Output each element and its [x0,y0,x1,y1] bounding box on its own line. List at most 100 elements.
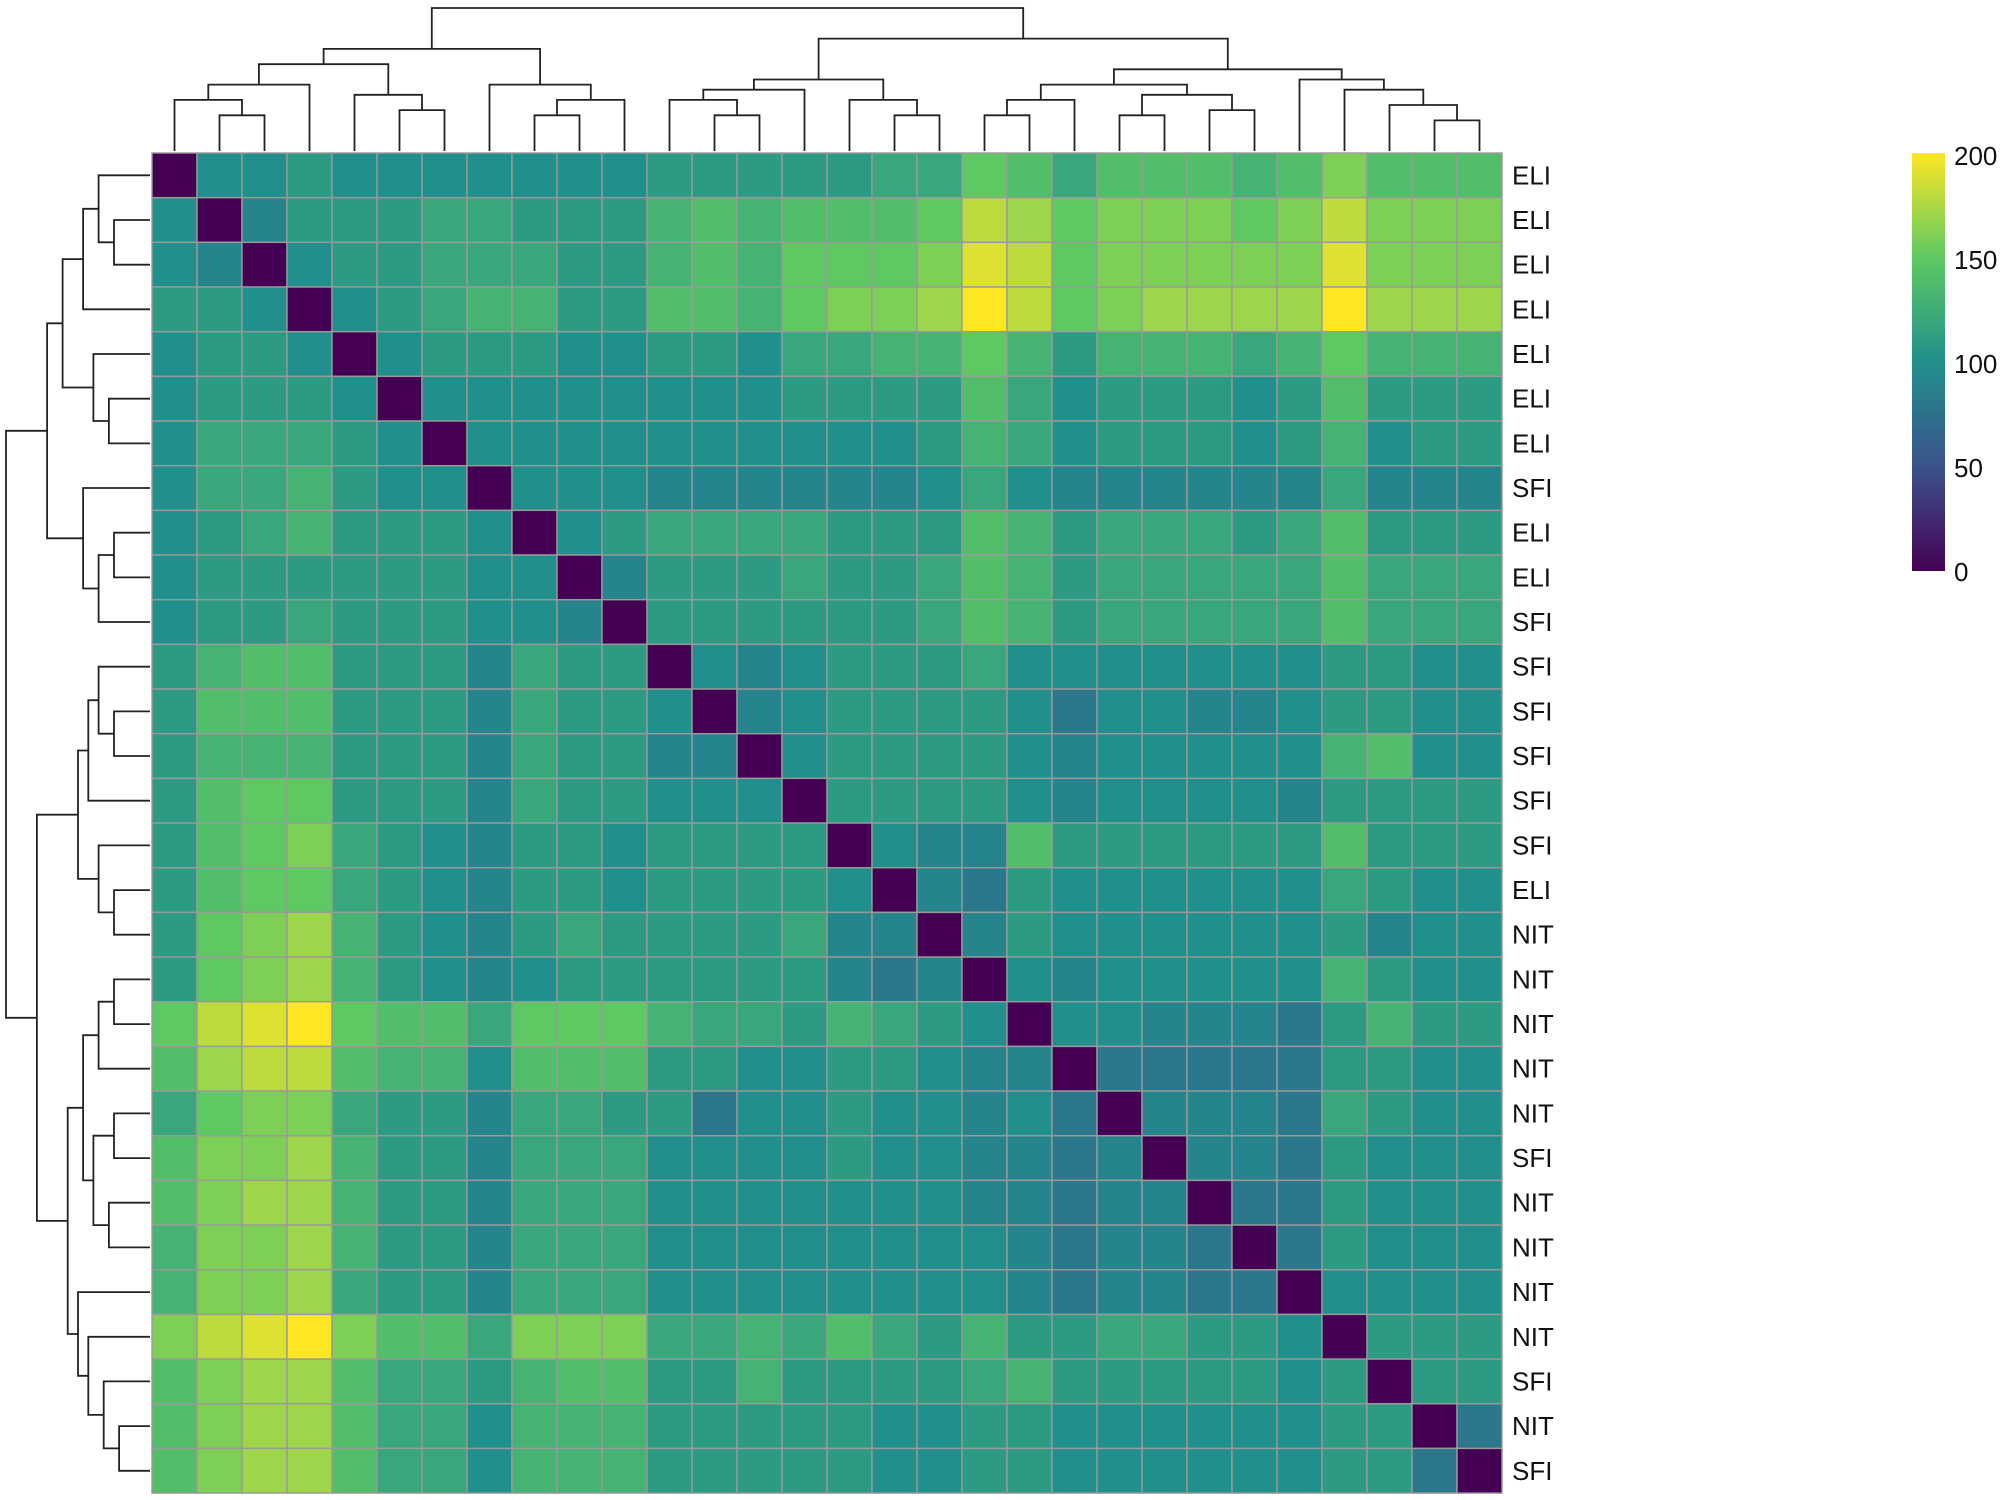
heatmap-cell [241,375,288,422]
heatmap-cell [1276,956,1323,1003]
heatmap-cell [556,152,603,199]
row-label: SFI [1512,741,1552,771]
heatmap-cell [961,420,1008,467]
heatmap-cell [421,241,468,288]
heatmap-cell [961,1358,1008,1405]
heatmap-cell [421,554,468,601]
heatmap-cell [1411,330,1458,378]
heatmap-cell [1231,509,1278,556]
heatmap-cell [691,1090,738,1137]
heatmap-cell [511,1179,558,1226]
heatmap-cell [376,1135,423,1182]
row-label: SFI [1512,652,1552,682]
heatmap-cell [826,777,873,824]
heatmap-cell [1231,733,1278,780]
heatmap-cell [1321,1045,1368,1092]
heatmap-cell [1231,196,1278,244]
heatmap-cell [1411,1135,1458,1182]
heatmap-cell [1006,1313,1053,1360]
heatmap-cell [1051,509,1098,556]
heatmap-cell [376,822,423,869]
heatmap-cell [1366,241,1413,288]
heatmap-cell [421,733,468,780]
heatmap-cell [196,375,243,422]
heatmap-cell [736,241,783,288]
heatmap-cell [1051,733,1098,780]
heatmap-cell [376,1403,423,1450]
heatmap-cell [376,375,423,422]
heatmap-cell [826,420,873,467]
heatmap-cell [331,286,378,333]
heatmap-cell [1456,1403,1503,1450]
heatmap-cell [286,867,333,914]
heatmap-cell [1051,464,1098,512]
heatmap-cell [916,956,963,1003]
heatmap-cell [1186,688,1233,735]
heatmap-cell [826,1135,873,1182]
heatmap-cell [781,956,828,1003]
heatmap-cell [1051,1358,1098,1405]
heatmap-cell [1366,1358,1413,1405]
heatmap-cell [1006,956,1053,1003]
heatmap-cell [646,420,693,467]
heatmap-cell [1231,911,1278,958]
heatmap-cell [421,1224,468,1271]
heatmap-cell [601,420,648,467]
heatmap-cell [1321,1001,1368,1048]
row-label: SFI [1512,830,1552,860]
heatmap-cell [916,152,963,199]
heatmap-cell [1141,867,1188,914]
heatmap-cell [646,688,693,735]
heatmap-cell [916,599,963,646]
heatmap-cell [196,867,243,914]
heatmap-cell [241,286,288,333]
heatmap-cell [331,509,378,556]
heatmap-cell [1231,777,1278,824]
heatmap-cell [556,777,603,824]
heatmap-cell [1141,1135,1188,1182]
heatmap-cell [241,1313,288,1360]
heatmap-cell [286,1001,333,1048]
heatmap-cell [286,1090,333,1137]
row-label: SFI [1512,473,1552,503]
heatmap-cell [646,1313,693,1360]
heatmap-cell [871,1135,918,1182]
heatmap-cell [736,1313,783,1360]
heatmap-cell [151,330,198,378]
heatmap-cell [691,1135,738,1182]
heatmap-cell [1456,643,1503,690]
heatmap-cell [1006,196,1053,244]
heatmap-cell [961,777,1008,824]
heatmap-cell [601,643,648,690]
heatmap-cell [646,286,693,333]
heatmap-cell [196,1313,243,1360]
heatmap-cell [151,1269,198,1316]
heatmap-cell [1186,554,1233,601]
heatmap-cell [916,375,963,422]
heatmap-cell [691,867,738,914]
heatmap-cell [1141,554,1188,601]
heatmap-cell [1096,867,1143,914]
heatmap-cell [196,822,243,869]
heatmap-cell [1321,1135,1368,1182]
heatmap-cell [1231,554,1278,601]
heatmap-cell [916,1001,963,1048]
dendrogram-branch [668,99,738,151]
heatmap-cell [781,1403,828,1450]
heatmap-cell [1411,1179,1458,1226]
dendrogram-branch [817,37,1229,80]
dendrogram-branch [77,1291,150,1377]
heatmap-cells [151,152,1503,1494]
heatmap-cell [331,956,378,1003]
heatmap-cell [1141,330,1188,378]
heatmap-cell [961,1090,1008,1137]
heatmap-cell [691,330,738,378]
heatmap-cell [556,286,603,333]
heatmap-cell [511,1224,558,1271]
heatmap-cell [646,1358,693,1405]
heatmap-cell [961,1269,1008,1316]
heatmap-cell [1186,1447,1233,1494]
heatmap-cell [1006,911,1053,958]
heatmap-cell [151,1224,198,1271]
heatmap-cell [511,509,558,556]
